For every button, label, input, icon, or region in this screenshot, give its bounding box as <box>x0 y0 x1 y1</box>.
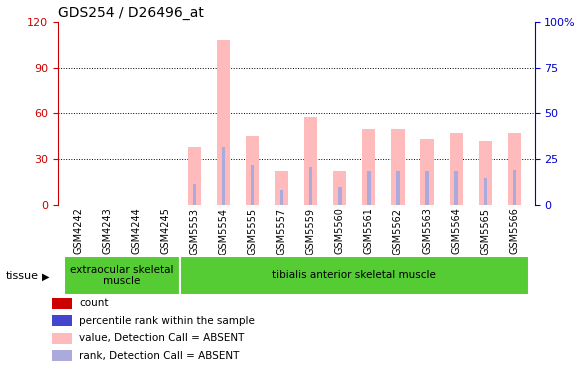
Text: rank, Detection Call = ABSENT: rank, Detection Call = ABSENT <box>80 351 240 361</box>
Bar <box>421 139 433 205</box>
Bar <box>483 178 487 205</box>
Bar <box>454 171 458 205</box>
Bar <box>479 141 492 205</box>
Bar <box>392 129 404 205</box>
Text: GSM5565: GSM5565 <box>480 208 490 254</box>
Bar <box>367 171 371 205</box>
Bar <box>275 171 288 205</box>
Bar <box>222 147 225 205</box>
Bar <box>246 137 259 205</box>
Bar <box>52 315 72 326</box>
Text: GSM4243: GSM4243 <box>102 208 113 254</box>
Text: count: count <box>80 298 109 309</box>
Bar <box>217 40 230 205</box>
Text: GSM5563: GSM5563 <box>422 208 432 254</box>
Text: GSM5564: GSM5564 <box>451 208 461 254</box>
Bar <box>508 133 521 205</box>
Bar <box>180 256 529 295</box>
Bar <box>188 147 201 205</box>
Text: GSM5555: GSM5555 <box>248 208 258 255</box>
Bar <box>425 171 429 205</box>
Bar <box>333 171 346 205</box>
Text: GSM4245: GSM4245 <box>160 208 171 254</box>
Text: tibialis anterior skeletal muscle: tibialis anterior skeletal muscle <box>272 270 436 280</box>
Text: ▶: ▶ <box>42 271 49 281</box>
Bar <box>52 350 72 361</box>
Text: GSM5566: GSM5566 <box>509 208 519 254</box>
Text: tissue: tissue <box>6 271 39 281</box>
Bar <box>280 190 284 205</box>
Bar <box>396 171 400 205</box>
Text: GSM5561: GSM5561 <box>364 208 374 254</box>
Text: value, Detection Call = ABSENT: value, Detection Call = ABSENT <box>80 333 245 343</box>
Text: GDS254 / D26496_at: GDS254 / D26496_at <box>58 5 204 19</box>
Bar <box>64 256 180 295</box>
Text: extraocular skeletal
muscle: extraocular skeletal muscle <box>70 265 174 286</box>
Text: GSM5553: GSM5553 <box>189 208 200 254</box>
Text: GSM5562: GSM5562 <box>393 208 403 254</box>
Bar <box>450 133 462 205</box>
Bar <box>338 187 342 205</box>
Text: percentile rank within the sample: percentile rank within the sample <box>80 316 255 326</box>
Bar <box>251 165 254 205</box>
Bar <box>52 298 72 309</box>
Text: GSM5560: GSM5560 <box>335 208 345 254</box>
Bar <box>304 116 317 205</box>
Text: GSM5554: GSM5554 <box>218 208 229 254</box>
Text: GSM4242: GSM4242 <box>73 208 84 254</box>
Bar <box>363 129 375 205</box>
Bar <box>193 184 196 205</box>
Bar <box>52 333 72 344</box>
Bar <box>512 170 516 205</box>
Text: GSM4244: GSM4244 <box>131 208 142 254</box>
Bar <box>309 167 313 205</box>
Text: GSM5559: GSM5559 <box>306 208 316 254</box>
Text: GSM5557: GSM5557 <box>277 208 287 255</box>
